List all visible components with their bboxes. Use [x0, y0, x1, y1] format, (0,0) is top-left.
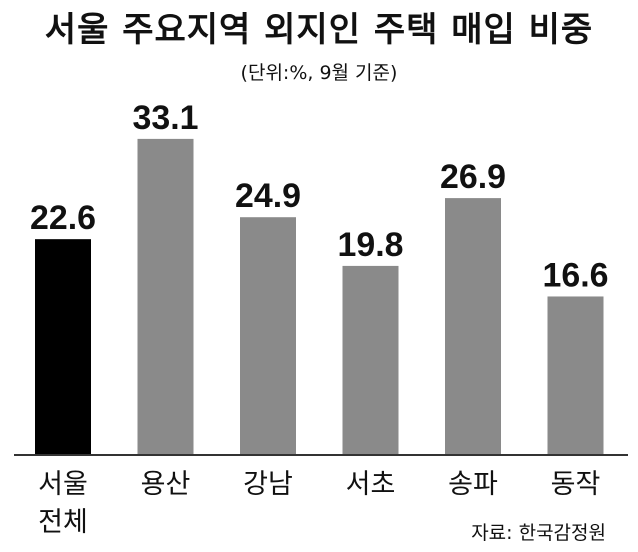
bar-0 — [35, 239, 91, 455]
category-label-3: 서초 — [346, 469, 396, 500]
category-label-1: 용산 — [141, 469, 191, 500]
category-label-2: 강남 — [243, 469, 293, 500]
chart-subtitle: (단위:%, 9월 기준) — [240, 62, 398, 84]
value-labels-group: 22.6 33.1 24.9 19.8 26.9 16.6 — [30, 99, 609, 295]
bar-3 — [342, 265, 399, 455]
value-label-4: 26.9 — [440, 158, 506, 196]
value-label-0: 22.6 — [30, 199, 96, 237]
bar-5 — [547, 296, 604, 455]
bar-4 — [445, 198, 501, 456]
chart-title: 서울 주요지역 외지인 주택 매입 비중 — [44, 10, 594, 50]
bar-1 — [137, 138, 194, 455]
value-label-1: 33.1 — [133, 99, 199, 137]
category-label-0-line-1: 전체 — [38, 507, 88, 538]
category-label-0-line-0: 서울 — [38, 469, 88, 500]
value-label-3: 19.8 — [338, 226, 404, 264]
category-label-5: 동작 — [551, 469, 601, 500]
bar-2 — [240, 217, 296, 455]
value-label-5: 16.6 — [543, 256, 609, 294]
value-label-2: 24.9 — [235, 177, 301, 215]
source-note: 자료: 한국감정원 — [471, 522, 606, 544]
category-label-4: 송파 — [448, 469, 498, 500]
bars-group — [35, 138, 604, 456]
